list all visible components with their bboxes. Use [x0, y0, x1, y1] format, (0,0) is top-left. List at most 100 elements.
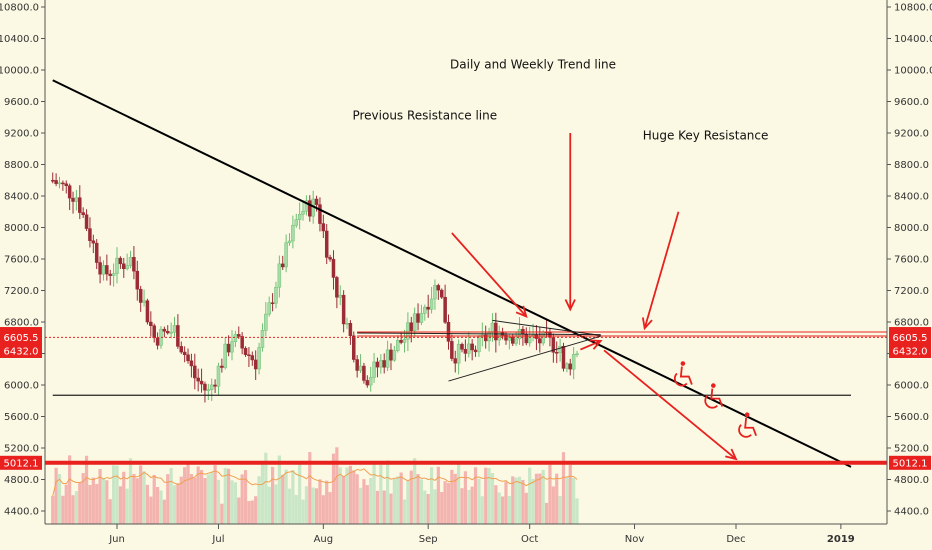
volume-bar — [216, 479, 221, 524]
price-label-left: 5012.1 — [4, 458, 39, 469]
y-tick-label-right: 6000.0 — [894, 381, 929, 392]
x-tick-label: Jul — [211, 534, 224, 545]
volume-bar — [132, 473, 136, 524]
candle-body — [331, 258, 336, 278]
candle-body — [297, 214, 302, 220]
volume-bar — [517, 476, 522, 524]
candles — [50, 172, 579, 403]
volume-bar — [196, 466, 200, 524]
candle-body — [358, 365, 363, 371]
candle-body — [277, 263, 282, 288]
volume-bar — [443, 481, 447, 524]
volume-bar — [386, 460, 390, 524]
candle-body — [318, 204, 322, 224]
candle-body — [348, 323, 353, 337]
candle-body — [558, 345, 562, 353]
candle-body — [341, 294, 346, 325]
trend-line — [52, 79, 852, 468]
volume-bar — [467, 489, 471, 524]
volume-bar — [433, 489, 437, 524]
price-label-right: 5012.1 — [893, 458, 928, 469]
price-label-left: 6605.5 — [4, 333, 39, 344]
candle-body — [247, 354, 251, 356]
candle-body — [406, 322, 410, 340]
candle-body — [138, 288, 143, 303]
volume-bar — [507, 495, 511, 524]
volume-bar — [169, 468, 173, 524]
candle-body — [291, 225, 295, 242]
candle-body — [135, 270, 140, 290]
volume-bar — [375, 490, 380, 524]
volume-bar — [457, 461, 461, 524]
volume-bar — [497, 492, 501, 524]
volume-bar — [450, 469, 454, 524]
drawing-lines — [45, 79, 887, 468]
annotation-text: Previous Resistance line — [352, 109, 497, 123]
volume-bar — [189, 473, 194, 524]
volume-bar — [477, 478, 481, 524]
candle-body — [304, 200, 309, 212]
candle-body — [230, 341, 234, 353]
candle-body — [226, 343, 231, 353]
volume-bar — [254, 496, 258, 524]
volume-bar — [270, 466, 275, 524]
volume-bar — [490, 473, 495, 524]
volume-bar — [416, 474, 420, 524]
volume-bar — [402, 499, 407, 524]
volume-bar — [501, 496, 505, 524]
candle-body — [287, 240, 292, 244]
y-tick-label-right: 9200.0 — [894, 129, 929, 140]
volume-bar — [331, 453, 336, 524]
candle-body — [105, 265, 109, 275]
volume-bar — [399, 472, 403, 524]
candle-body — [203, 383, 207, 391]
volume-bar — [186, 464, 190, 524]
volume-bar — [183, 467, 187, 524]
candle-body — [423, 306, 427, 314]
candle-body — [169, 331, 173, 334]
volume-bar — [551, 486, 555, 524]
candle-body — [368, 377, 373, 386]
candle-body — [294, 219, 299, 226]
y-tick-label-left: 7600.0 — [4, 255, 39, 266]
price-label-left-bg — [0, 330, 42, 345]
volume-bar — [355, 474, 359, 524]
annotation-arrows — [451, 133, 738, 461]
candle-body — [216, 365, 221, 387]
y-tick-label-left: 10800.0 — [0, 3, 39, 14]
volume-bar — [128, 458, 133, 524]
candle-body — [206, 389, 211, 392]
volume-bar — [473, 467, 478, 524]
candle-body — [54, 180, 58, 184]
wheelchair-body — [710, 388, 724, 407]
candle-body — [250, 355, 255, 361]
volume-bar — [125, 488, 129, 524]
candle-body — [280, 263, 285, 268]
x-tick-label: Aug — [314, 534, 334, 545]
volume-bar — [243, 470, 248, 524]
x-tick-label: Sep — [419, 534, 438, 545]
volume-bar — [152, 474, 156, 524]
x-tick-label: Jun — [108, 534, 125, 545]
candle-body — [399, 340, 403, 343]
arrow-previous-resistance-shaft — [451, 232, 527, 318]
candle-body — [260, 330, 265, 348]
candle-body — [470, 343, 474, 351]
volume-bar — [284, 469, 288, 524]
candle-body — [165, 331, 170, 334]
volume-bar — [122, 471, 126, 524]
candle-body — [264, 313, 268, 331]
volume-bar — [541, 469, 545, 524]
volume-bar — [61, 495, 65, 524]
candle-body — [511, 336, 515, 344]
volume-bar — [112, 465, 116, 524]
y-tick-label-left: 7200.0 — [4, 286, 39, 297]
volume-bar — [565, 476, 569, 524]
y-tick-label-left: 9600.0 — [4, 97, 39, 108]
candle-body — [416, 313, 420, 323]
candle-body — [429, 298, 434, 310]
candle-body — [463, 349, 468, 354]
price-label-right: 6605.5 — [893, 333, 928, 344]
y-tick-label-right: 7200.0 — [894, 286, 929, 297]
arrow-drop-shaft — [603, 349, 737, 460]
